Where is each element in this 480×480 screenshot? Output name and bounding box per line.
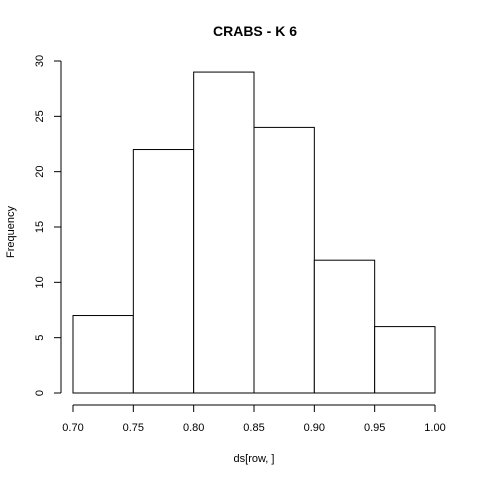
x-tick-label-3: 0.85	[243, 422, 264, 434]
x-axis: 0.70 0.75 0.80 0.85 0.90 0.95 1.00	[62, 404, 446, 434]
histogram-bar-3	[253, 126, 315, 394]
x-tick-label-2: 0.80	[183, 422, 204, 434]
chart-title: CRABS - K 6	[213, 23, 297, 39]
histogram-bar-4	[313, 259, 376, 394]
y-tick-label-0: 0	[34, 390, 46, 396]
y-tick-label-4: 20	[34, 166, 46, 178]
histogram-bar-5	[374, 326, 436, 394]
x-tick-label-4: 0.90	[304, 422, 325, 434]
x-tick-label-1: 0.75	[123, 422, 144, 434]
y-tick-label-1: 5	[34, 335, 46, 341]
histogram-bar-0	[72, 315, 134, 394]
histogram-bar-1	[132, 149, 195, 394]
bars-group	[72, 71, 436, 394]
x-tick-label-0: 0.70	[62, 422, 83, 434]
y-tick-label-2: 10	[34, 276, 46, 288]
y-tick-label-3: 15	[34, 221, 46, 233]
x-tick-label-6: 1.00	[424, 422, 445, 434]
histogram-bar-2	[193, 71, 255, 394]
x-tick-label-5: 0.95	[364, 422, 385, 434]
x-axis-label: ds[row, ]	[234, 453, 275, 465]
y-axis-label: Frequency	[5, 206, 17, 258]
y-tick-label-5: 25	[34, 110, 46, 122]
y-tick-label-6: 30	[34, 55, 46, 67]
y-axis: 0 5 10 15 20 25 30	[34, 55, 62, 396]
